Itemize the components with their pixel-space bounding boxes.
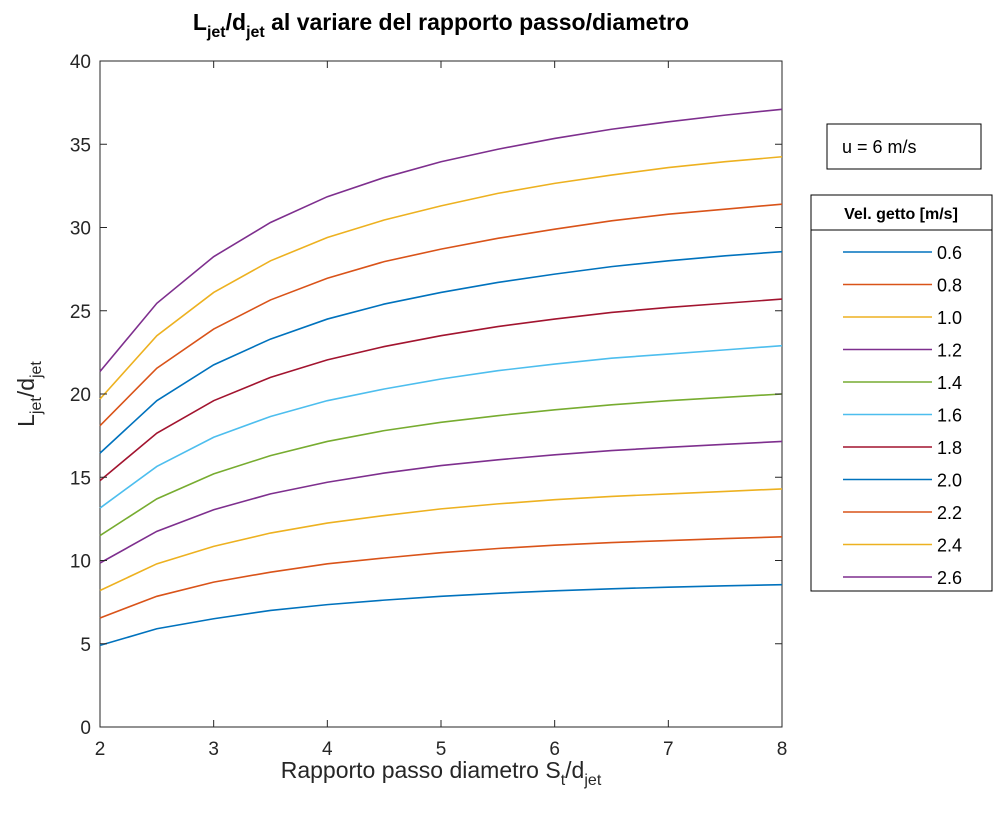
chart-title: Ljet/djet al variare del rapporto passo/… xyxy=(193,9,689,41)
plot-area xyxy=(99,60,783,728)
series-line-2-6 xyxy=(99,108,783,373)
series-line-0-8 xyxy=(99,536,783,619)
legend-label: 0.8 xyxy=(937,276,962,296)
legend-label: 2.0 xyxy=(937,471,962,491)
series-line-2-0 xyxy=(99,250,783,454)
legend-label: 1.4 xyxy=(937,373,962,393)
y-tick-label: 40 xyxy=(70,52,91,73)
series-line-0-6 xyxy=(99,583,783,647)
y-tick-label: 20 xyxy=(70,385,91,406)
legend-title: Vel. getto [m/s] xyxy=(844,206,958,223)
series-group xyxy=(99,108,783,647)
x-tick-label: 8 xyxy=(777,739,788,760)
y-axis-title-sub-1: jet xyxy=(28,397,45,415)
y-axis-ticks: 0 5 10 15 20 25 30 35 40 xyxy=(70,52,782,739)
title-sub-1: jet xyxy=(206,24,226,41)
y-axis-title-sub-2: jet xyxy=(28,361,45,379)
y-tick-label: 15 xyxy=(70,468,91,489)
legend-label: 2.4 xyxy=(937,536,962,556)
x-axis-title-sub-2: jet xyxy=(583,772,601,789)
annotation-box: u = 6 m/s xyxy=(826,123,982,170)
x-tick-label: 7 xyxy=(663,739,674,760)
x-axis-title-base: Rapporto passo diametro S xyxy=(281,757,561,783)
x-axis-title-sub-1: t xyxy=(561,772,566,789)
x-axis-title-mid: /d xyxy=(565,757,584,783)
legend-label: 2.2 xyxy=(937,503,962,523)
y-axis-title-l: L xyxy=(13,414,39,427)
series-line-2-4 xyxy=(99,155,783,400)
legend-label: 2.6 xyxy=(937,568,962,588)
annotation-text: u = 6 m/s xyxy=(842,137,917,157)
y-tick-label: 30 xyxy=(70,219,91,240)
y-tick-label: 25 xyxy=(70,302,91,323)
title-slash: / xyxy=(226,9,233,35)
series-line-1-8 xyxy=(99,298,783,482)
x-tick-label: 6 xyxy=(549,739,560,760)
legend-label: 1.6 xyxy=(937,406,962,426)
title-d: d xyxy=(232,9,246,35)
legend-label: 1.0 xyxy=(937,308,962,328)
series-line-2-2 xyxy=(99,203,783,427)
y-axis-title: Ljet/djet xyxy=(13,361,45,427)
series-line-1-4 xyxy=(99,393,783,537)
legend-frame xyxy=(810,194,993,592)
legend: Vel. getto [m/s] 0.6 0.8 1.0 1.2 1.4 1.6 1.8 2.… xyxy=(810,194,993,592)
x-axis-title: Rapporto passo diametro St/djet xyxy=(281,757,602,789)
series-line-1-0 xyxy=(99,488,783,592)
x-tick-label: 3 xyxy=(208,739,219,760)
title-rest: al variare del rapporto passo/diametro xyxy=(265,9,689,35)
x-tick-label: 4 xyxy=(322,739,333,760)
y-tick-label: 5 xyxy=(80,635,91,656)
series-line-1-6 xyxy=(99,344,783,509)
x-tick-label: 2 xyxy=(95,739,106,760)
y-tick-label: 10 xyxy=(70,552,91,573)
y-tick-label: 0 xyxy=(80,718,91,739)
legend-items: 0.6 0.8 1.0 1.2 1.4 1.6 1.8 2.0 2.2 2.4 2.6 xyxy=(843,243,962,588)
y-axis-title-mid: /d xyxy=(13,378,39,397)
x-tick-label: 5 xyxy=(436,739,447,760)
title-l: L xyxy=(193,9,207,35)
legend-label: 1.2 xyxy=(937,341,962,361)
annotation-frame xyxy=(826,123,982,170)
x-axis-ticks: 2 3 4 5 6 7 8 xyxy=(95,61,788,760)
legend-label: 0.6 xyxy=(937,243,962,263)
y-tick-label: 35 xyxy=(70,135,91,156)
legend-label: 1.8 xyxy=(937,438,962,458)
title-sub-2: jet xyxy=(245,24,265,41)
series-line-1-2 xyxy=(99,440,783,564)
